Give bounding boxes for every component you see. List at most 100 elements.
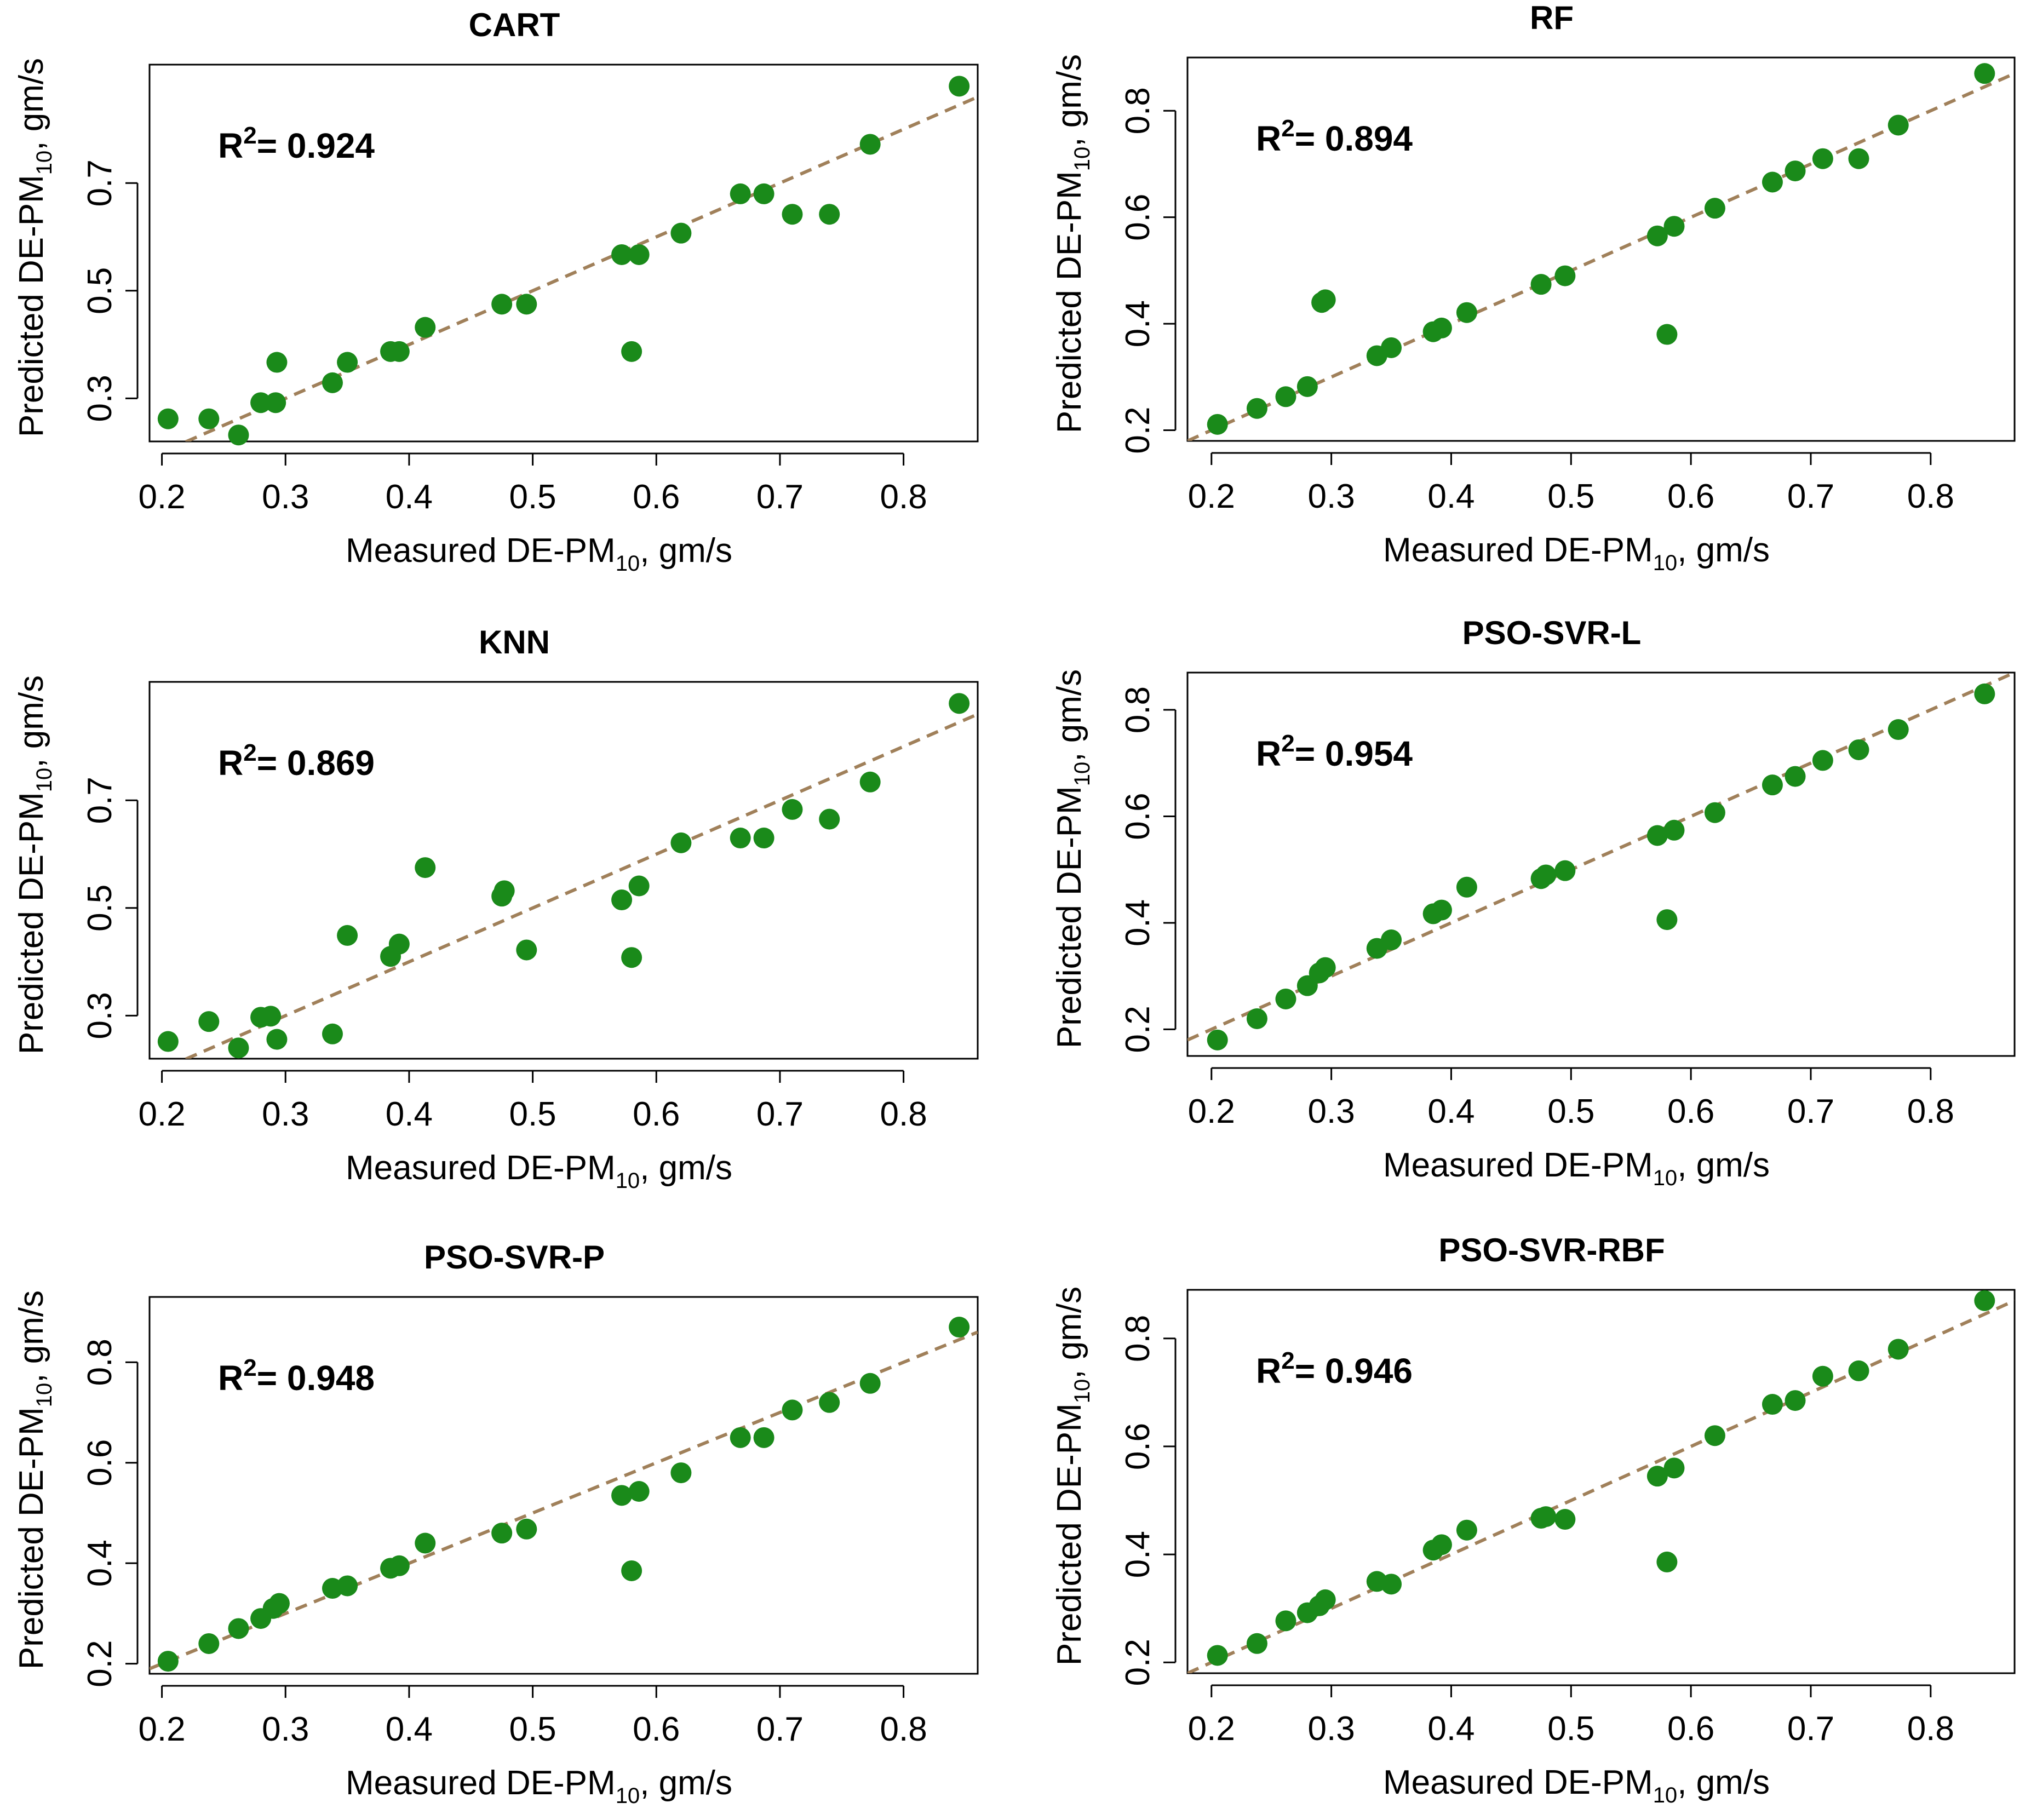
r2-prefix: R [1256,734,1281,773]
data-point [1663,216,1685,237]
x-tick-label: 0.3 [1308,1710,1355,1748]
data-point [1785,160,1806,182]
x-tick-label: 0.6 [1667,1710,1714,1748]
data-point [1646,225,1668,246]
r2-prefix: R [218,743,243,783]
data-point [730,828,751,849]
panel-pso-svr-l: PSO-SVR-L 0.2 0.3 0.4 0.5 0.6 0.7 0.8 0.2 0.4 0.6 0… [1051,615,2016,1190]
data-point [670,1462,692,1484]
data-point [157,1031,179,1052]
panel-title: RF [1530,0,1574,36]
data-point [753,828,774,849]
x-tick-label: 0.5 [1547,1093,1594,1130]
fit-line [1187,72,2015,441]
data-point [157,1651,179,1672]
panel-title: KNN [479,624,550,661]
x-axis-label-sub: 10 [1653,1166,1678,1190]
y-axis-label-tail: , gm/s [13,1290,50,1383]
fit-line [182,95,978,441]
x-axis-label: Measured DE-PM10, gm/s [1383,1146,1770,1190]
data-point [1554,860,1576,881]
x-axis-label-tail: , gm/s [1677,1764,1770,1801]
data-point [388,341,410,362]
data-point [611,1485,633,1506]
data-point [859,1373,881,1394]
panel-title: PSO-SVR-P [424,1239,605,1276]
x-tick-label: 0.4 [386,1710,433,1748]
data-point [1887,1339,1909,1360]
r2-annotation: R2= 0.954 [1256,730,1413,773]
x-axis-label-main: Measured DE-PM [1383,1764,1653,1801]
y-tick-label: 0.2 [1119,1006,1157,1053]
x-tick-label: 0.7 [1787,1710,1834,1748]
r2-value: = 0.948 [257,1358,375,1398]
data-point [621,1560,642,1581]
data-point [753,1427,774,1448]
data-point [621,947,642,968]
data-point [611,244,633,265]
y-axis-label-main: Predicted DE-PM [13,792,50,1054]
data-point [268,1593,290,1614]
x-tick-label: 0.2 [1188,1710,1235,1748]
plot-frame [1186,1289,2016,1674]
y-tick-label: 0.4 [1119,899,1157,946]
y-tick-label: 0.8 [1119,87,1157,134]
data-point [1246,1008,1267,1029]
data-point [1848,739,1869,760]
x-tick-label: 0.8 [880,478,927,516]
x-tick-label: 0.6 [633,478,680,516]
data-point [1431,1534,1452,1555]
x-tick-label: 0.7 [756,478,804,516]
data-point [198,1011,220,1032]
r2-prefix: R [1256,1351,1281,1391]
r2-annotation: R2= 0.946 [1256,1347,1413,1391]
data-point [782,799,803,820]
data-point [1554,1509,1576,1530]
data-point [1812,148,1833,169]
y-axis-label-tail: , gm/s [1051,669,1088,762]
y-axis-label-main: Predicted DE-PM [1051,786,1088,1048]
r2-annotation: R2= 0.869 [218,739,375,783]
x-tick-label: 0.2 [138,478,185,516]
data-point [491,294,513,315]
x-tick-label: 0.5 [509,1095,556,1133]
y-tick-label: 0.7 [81,159,119,206]
r2-superscript: 2 [243,1354,256,1381]
panel-cart: CART 0.2 0.3 0.4 0.5 0.6 0.7 0.8 0.3 0.5 0.7 Measur… [13,7,979,576]
data-point [1704,1425,1725,1446]
x-tick-label: 0.8 [1907,478,1954,515]
data-point [782,1399,803,1421]
x-tick-label: 0.6 [633,1710,680,1748]
data-point [819,1392,840,1413]
y-axis-label-sub: 10 [1070,762,1094,786]
y-axis-label-tail: , gm/s [13,58,50,151]
data-point [1785,766,1806,787]
data-point [1431,899,1452,921]
x-tick-label: 0.5 [509,1710,556,1748]
data-point [1207,1029,1228,1050]
data-point [1207,414,1228,435]
data-point [198,408,220,429]
data-point [628,875,650,897]
data-point [1456,1519,1477,1541]
y-axis-label-main: Predicted DE-PM [13,1407,50,1669]
x-tick-label: 0.8 [880,1710,927,1748]
x-tick-label: 0.7 [756,1095,804,1133]
data-point [322,1023,343,1044]
data-point [516,939,537,961]
data-point [388,1555,410,1576]
y-axis-label: Predicted DE-PM10, gm/s [13,58,56,437]
y-axis-label: Predicted DE-PM10, gm/s [13,675,56,1054]
data-point [1656,1551,1678,1572]
x-axis-label: Measured DE-PM10, gm/s [1383,531,1770,575]
r2-superscript: 2 [1281,1347,1294,1374]
y-axis-label: Predicted DE-PM10, gm/s [1051,54,1094,433]
r2-prefix: R [218,126,243,165]
y-tick-label: 0.6 [81,1439,119,1486]
x-axis-label-sub: 10 [1653,1783,1678,1807]
x-tick-label: 0.2 [1188,478,1235,515]
data-point [1785,1390,1806,1411]
x-tick-label: 0.5 [1547,1710,1594,1748]
data-point [1246,398,1267,419]
data-point [1663,1457,1685,1479]
